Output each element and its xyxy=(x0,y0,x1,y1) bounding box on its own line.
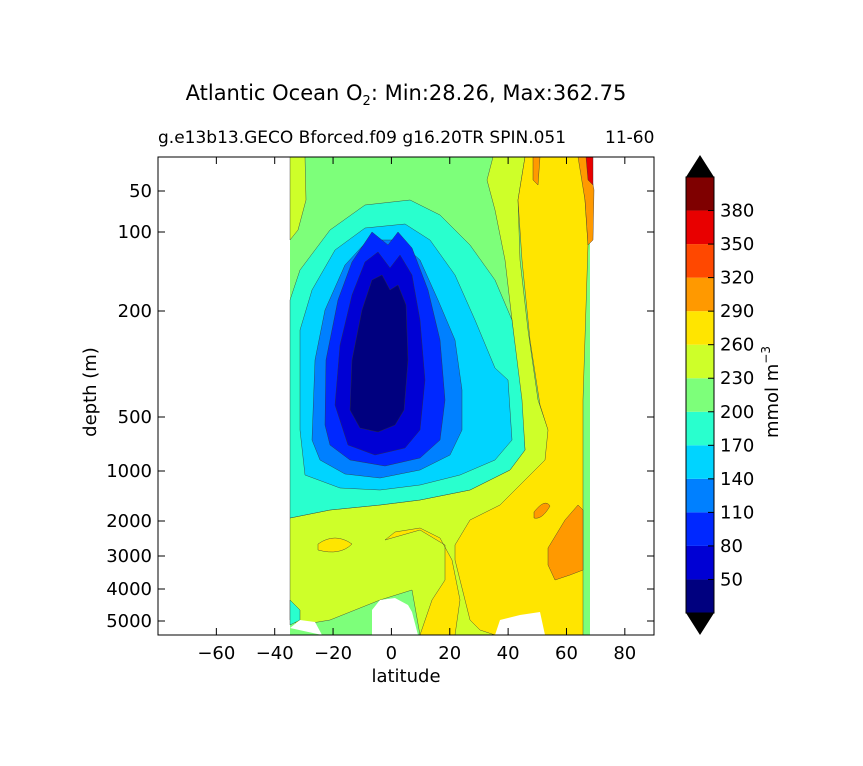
y-tick-label: 50 xyxy=(129,181,152,202)
y-tick-label: 5000 xyxy=(106,611,152,632)
colorbar-swatch xyxy=(686,311,714,345)
x-tick-label: 20 xyxy=(438,643,461,664)
colorbar-tick-label: 200 xyxy=(720,402,754,423)
x-axis-label: latitude xyxy=(371,666,440,687)
colorbar: 50 80 110 140 170 200 230 260 290 320 350 380 xyxy=(685,155,754,635)
y-tick-label: 200 xyxy=(118,301,152,322)
y-tick-label: 2000 xyxy=(106,511,152,532)
x-tick-label: −40 xyxy=(256,643,294,664)
colorbar-tick-label: 50 xyxy=(720,569,743,590)
colorbar-tick-label: 260 xyxy=(720,335,754,356)
y-tick-label: 1000 xyxy=(106,461,152,482)
contour-level-260 xyxy=(454,157,589,635)
contour-level-320 xyxy=(585,157,594,186)
colorbar-tick-label: 170 xyxy=(720,435,754,456)
colorbar-swatch xyxy=(686,411,714,446)
bottom-topography xyxy=(290,598,545,635)
contour-level-290-deep xyxy=(547,504,584,581)
x-tick-label: 0 xyxy=(386,643,397,664)
colorbar-swatch xyxy=(686,512,714,546)
colorbar-label: mmol m−3 xyxy=(759,346,783,438)
y-axis: 50 100 200 500 1000 2000 3000 4000 5000 xyxy=(106,181,654,632)
y-tick-label: 100 xyxy=(118,222,152,243)
chart-subtitle-suffix: 11-60 xyxy=(605,128,654,148)
colorbar-swatch xyxy=(686,478,714,513)
y-axis-label: depth (m) xyxy=(80,347,101,437)
colorbar-tick-label: 350 xyxy=(720,234,754,255)
colorbar-tick-label: 110 xyxy=(720,502,754,523)
contour-level-290-surface xyxy=(532,157,541,186)
colorbar-tick-label: 320 xyxy=(720,268,754,289)
title-rest: : Min:28.26, Max:362.75 xyxy=(371,81,627,105)
colorbar-swatch xyxy=(686,445,714,479)
contour-level-290-lens xyxy=(533,502,551,519)
colorbar-label-text: mmol m xyxy=(762,364,783,438)
chart-subtitle: g.e13b13.GECO Bforced.f09 g16.20TR SPIN.… xyxy=(158,128,566,148)
x-tick-label: 40 xyxy=(497,643,520,664)
x-tick-label: 60 xyxy=(555,643,578,664)
colorbar-tick-label: 290 xyxy=(720,301,754,322)
plot-frame xyxy=(157,156,655,636)
colorbar-extend-min xyxy=(686,613,714,635)
colorbar-swatch xyxy=(686,177,714,211)
y-tick-label: 3000 xyxy=(106,546,152,567)
y-tick-label: 4000 xyxy=(106,579,152,600)
colorbar-swatch xyxy=(686,210,714,245)
colorbar-swatch xyxy=(686,344,714,379)
colorbar-swatch xyxy=(686,579,714,613)
y-tick-label: 500 xyxy=(118,407,152,428)
colorbar-tick-label: 140 xyxy=(720,469,754,490)
colorbar-frame xyxy=(685,176,715,614)
colorbar-extend-max xyxy=(686,155,714,177)
x-tick-label: −20 xyxy=(314,643,352,664)
contour-level-230-surface-south xyxy=(289,157,307,241)
colorbar-tick-label: 230 xyxy=(720,368,754,389)
x-tick-label: 80 xyxy=(613,643,636,664)
colorbar-swatch xyxy=(686,244,714,278)
title-subscript: 2 xyxy=(363,94,371,109)
colorbar-swatch xyxy=(686,378,714,412)
title-main: Atlantic Ocean O xyxy=(186,81,363,105)
chart-title: Atlantic Ocean O2: Min:28.26, Max:362.75 xyxy=(186,81,627,109)
colorbar-tick-label: 80 xyxy=(720,536,743,557)
colorbar-tick-label: 380 xyxy=(720,201,754,222)
x-axis: −60 −40 −20 0 20 40 60 80 xyxy=(197,157,636,664)
contour-level-260-lens xyxy=(317,537,353,553)
x-tick-label: −60 xyxy=(197,643,235,664)
colorbar-swatch xyxy=(686,545,714,580)
colorbar-swatch xyxy=(686,277,714,312)
colorbar-label-superscript: −3 xyxy=(759,346,773,364)
contour-level-260-patch xyxy=(384,527,461,635)
contour-level-20 xyxy=(349,274,409,433)
contour-fill-layer xyxy=(289,157,595,635)
